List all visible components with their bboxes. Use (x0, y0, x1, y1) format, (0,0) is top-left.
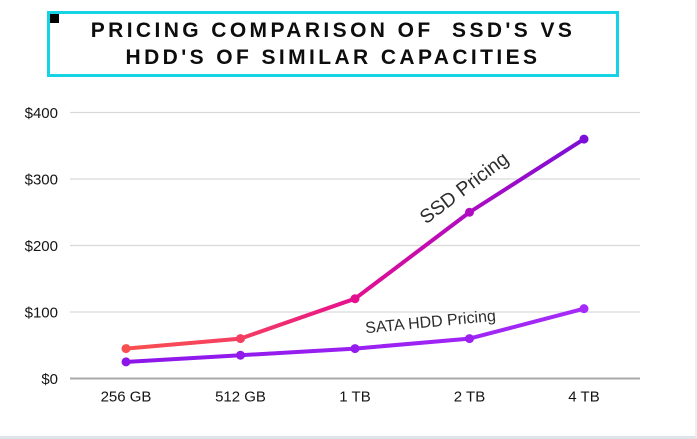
x-tick-label: 1 TB (339, 389, 370, 406)
chart-title-box: PRICING COMPARISON OF SSD'S VS HDD'S OF … (47, 11, 619, 77)
x-tick-label: 4 TB (568, 389, 599, 406)
chart-title-line-1: PRICING COMPARISON OF SSD'S VS (90, 19, 576, 42)
x-tick-label: 512 GB (215, 389, 266, 406)
hdd-data-point (350, 344, 360, 354)
chart-title-line-2: HDD'S OF SIMILAR CAPACITIES (125, 46, 541, 69)
ssd-pricing-line (124, 137, 586, 351)
x-tick-label: 2 TB (454, 389, 485, 406)
hdd-pricing-line (124, 306, 586, 364)
y-tick-label: $200 (25, 238, 58, 255)
hdd-data-point (236, 350, 245, 360)
ssd-data-point (350, 294, 360, 304)
y-tick-label: $100 (25, 305, 58, 322)
y-tick-label: $300 (25, 172, 58, 189)
ssd-data-point (121, 344, 131, 354)
ssd-data-point (579, 134, 589, 144)
ssd-data-point (465, 207, 474, 217)
y-tick-label: $400 (25, 105, 58, 122)
ssd-data-point (236, 334, 245, 344)
hdd-data-point (465, 334, 474, 344)
hdd-data-point (121, 357, 131, 367)
hdd-data-point (579, 304, 589, 314)
title-corner-square-decoration (50, 14, 59, 23)
x-tick-label: 256 GB (101, 389, 152, 406)
y-tick-label: $0 (41, 371, 58, 388)
